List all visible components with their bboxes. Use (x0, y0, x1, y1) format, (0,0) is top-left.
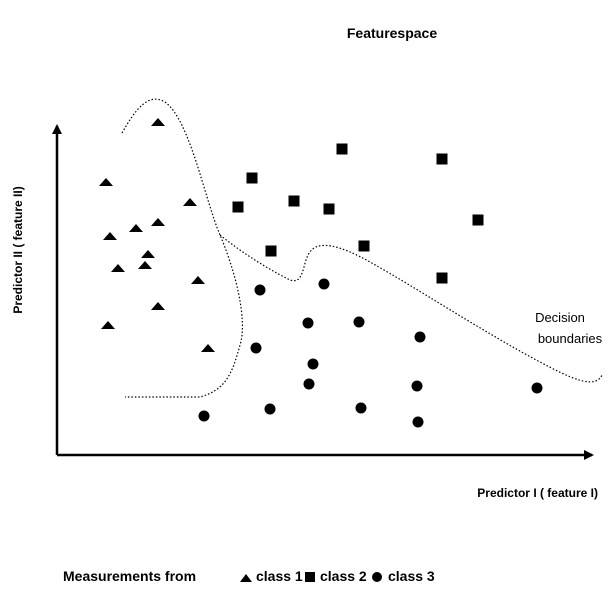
title: Featurespace (347, 25, 437, 41)
point (264, 403, 276, 415)
point (307, 358, 319, 370)
point (201, 344, 215, 352)
point (111, 264, 125, 272)
boundary-2 (219, 234, 603, 383)
point (353, 316, 365, 328)
point (531, 382, 543, 394)
legend-item: class 3 (388, 568, 435, 584)
point (198, 410, 210, 422)
x-axis-label: Predictor I ( feature I) (477, 486, 598, 500)
y-axis-label: Predictor II ( feature II) (11, 186, 25, 313)
point (138, 261, 152, 269)
legend-icon (372, 572, 382, 582)
point (323, 203, 335, 215)
legend-item: class 2 (320, 568, 367, 584)
point (355, 402, 367, 414)
point (141, 250, 155, 258)
legend-icon (240, 574, 252, 582)
point (303, 378, 315, 390)
point (191, 276, 205, 284)
legend-intro: Measurements from (63, 568, 196, 584)
point (101, 321, 115, 329)
point (411, 380, 423, 392)
annotation: boundaries (538, 331, 603, 346)
point (302, 317, 314, 329)
point (129, 224, 143, 232)
point (151, 218, 165, 226)
point (412, 416, 424, 428)
point (232, 201, 244, 213)
point (318, 278, 330, 290)
point (436, 153, 448, 165)
point (265, 245, 277, 257)
legend-item: class 1 (256, 568, 303, 584)
point (250, 342, 262, 354)
point (336, 143, 348, 155)
class-1-points (99, 118, 215, 352)
point (99, 178, 113, 186)
point (414, 331, 426, 343)
point (436, 272, 448, 284)
legend-icon (305, 572, 315, 582)
point (254, 284, 266, 296)
point (151, 302, 165, 310)
point (472, 214, 484, 226)
point (183, 198, 197, 206)
boundary-1 (121, 98, 243, 398)
class-2-points (232, 143, 484, 284)
class-3-points (198, 278, 543, 428)
point (151, 118, 165, 126)
point (288, 195, 300, 207)
point (103, 232, 117, 240)
point (246, 172, 258, 184)
annotation: Decision (535, 310, 585, 325)
point (358, 240, 370, 252)
